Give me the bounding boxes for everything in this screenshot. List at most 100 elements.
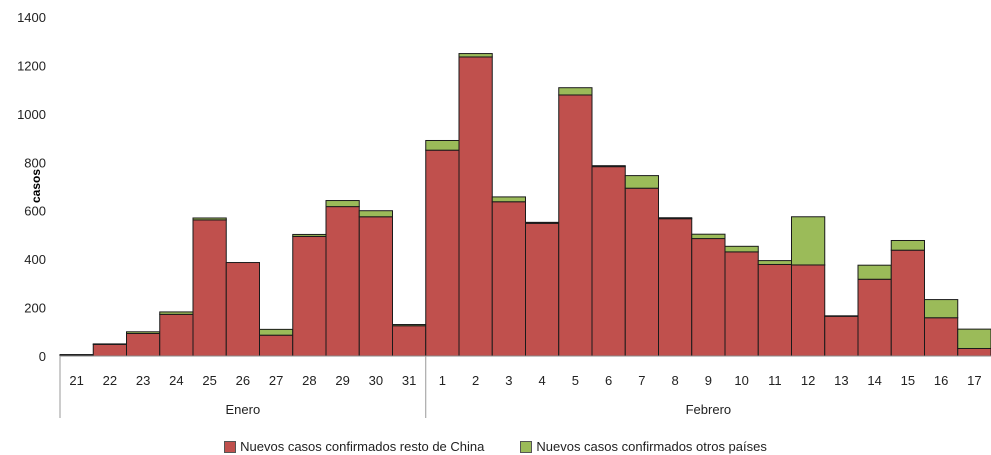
bar-otros-paises xyxy=(126,331,161,334)
x-tick-label: 23 xyxy=(136,373,150,388)
x-tick-label: 11 xyxy=(768,373,782,388)
bar-resto-china xyxy=(624,187,659,357)
bar-resto-china xyxy=(558,94,593,357)
bar-otros-paises xyxy=(525,221,560,224)
bar-otros-paises xyxy=(591,165,626,168)
bar-resto-china xyxy=(325,206,360,357)
x-tick-label: 9 xyxy=(705,373,712,388)
x-axis: 21 22 23 24 25 26 27 28 29 30 31 1 2 3 4 5 6 7 8 9 10 11 12 13 1… xyxy=(59,355,991,418)
bar-resto-china xyxy=(691,238,726,357)
x-tick-label: 8 xyxy=(672,373,679,388)
x-tick-label: 31 xyxy=(402,373,416,388)
x-tick-label: 15 xyxy=(901,373,915,388)
legend: Nuevos casos confirmados resto de China … xyxy=(0,439,991,454)
x-tick-label: 2 xyxy=(472,373,479,388)
y-tick-label: 1400 xyxy=(17,10,46,25)
bar-otros-paises xyxy=(757,260,792,265)
bar-resto-china xyxy=(92,343,127,357)
x-tick-label: 30 xyxy=(369,373,383,388)
x-tick-label: 26 xyxy=(236,373,250,388)
x-tick-label: 4 xyxy=(539,373,546,388)
y-axis-ticks: 0 200 400 600 800 1000 1200 1400 xyxy=(17,10,46,364)
x-tick-label: 16 xyxy=(934,373,948,388)
bar-resto-china xyxy=(824,315,859,357)
x-tick-label: 21 xyxy=(69,373,83,388)
bar-otros-paises xyxy=(358,210,393,218)
month-group-label: Febrero xyxy=(686,402,732,417)
bar-otros-paises xyxy=(957,328,991,349)
x-tick-label: 1 xyxy=(439,373,446,388)
x-tick-label: 10 xyxy=(734,373,748,388)
x-tick-label: 25 xyxy=(202,373,216,388)
legend-label-resto-china: Nuevos casos confirmados resto de China xyxy=(240,439,485,454)
bar-resto-china xyxy=(525,222,560,357)
bar-otros-paises xyxy=(491,196,526,203)
x-tick-label: 29 xyxy=(335,373,349,388)
legend-item-otros-paises: Nuevos casos confirmados otros países xyxy=(520,439,767,454)
y-tick-label: 400 xyxy=(24,252,46,267)
bar-otros-paises xyxy=(192,217,227,221)
bar-otros-paises xyxy=(724,245,759,253)
bar-resto-china xyxy=(791,264,826,357)
bar-otros-paises xyxy=(259,328,294,336)
y-tick-label: 800 xyxy=(24,155,46,170)
x-tick-label: 27 xyxy=(269,373,283,388)
bar-resto-china xyxy=(259,334,294,357)
bar-resto-china xyxy=(924,317,959,357)
bar-otros-paises xyxy=(458,53,493,58)
bar-resto-china xyxy=(658,218,693,357)
bar-otros-paises xyxy=(924,299,959,319)
x-tick-label: 5 xyxy=(572,373,579,388)
month-group-label: Enero xyxy=(226,402,261,417)
legend-swatch-resto-china xyxy=(224,440,237,453)
x-tick-label: 6 xyxy=(605,373,612,388)
bar-otros-paises xyxy=(392,324,427,327)
bar-resto-china xyxy=(890,249,925,357)
x-tick-label: 22 xyxy=(103,373,117,388)
x-tick-label: 14 xyxy=(867,373,881,388)
bar-otros-paises xyxy=(325,200,360,208)
bar-otros-paises xyxy=(292,233,327,237)
bar-resto-china xyxy=(225,262,260,357)
y-tick-label: 600 xyxy=(24,204,46,219)
bar-otros-paises xyxy=(890,239,925,251)
y-tick-label: 0 xyxy=(39,349,46,364)
bar-otros-paises xyxy=(857,264,892,280)
y-tick-label: 200 xyxy=(24,301,46,316)
x-tick-label: 7 xyxy=(638,373,645,388)
x-tick-label: 3 xyxy=(505,373,512,388)
bar-otros-paises xyxy=(691,233,726,240)
x-tick-label: 17 xyxy=(967,373,981,388)
bar-resto-china xyxy=(458,56,493,357)
x-tick-label: 12 xyxy=(801,373,815,388)
bar-resto-china xyxy=(957,347,991,357)
bars xyxy=(59,53,991,357)
x-tick-label: 13 xyxy=(834,373,848,388)
bar-otros-paises xyxy=(624,175,659,189)
bar-resto-china xyxy=(126,332,161,357)
bar-otros-paises xyxy=(658,217,693,220)
bar-resto-china xyxy=(192,219,227,357)
bar-resto-china xyxy=(425,149,460,357)
bar-otros-paises xyxy=(425,139,460,151)
legend-item-resto-china: Nuevos casos confirmados resto de China xyxy=(224,439,484,454)
bar-resto-china xyxy=(757,263,792,357)
bar-resto-china xyxy=(159,313,194,357)
bar-otros-paises xyxy=(558,87,593,96)
y-tick-label: 1000 xyxy=(17,107,46,122)
bar-resto-china xyxy=(358,216,393,357)
legend-label-otros-paises: Nuevos casos confirmados otros países xyxy=(536,439,767,454)
bar-resto-china xyxy=(292,235,327,357)
bar-resto-china xyxy=(724,251,759,357)
bar-resto-china xyxy=(591,166,626,357)
bar-resto-china xyxy=(857,278,892,357)
bar-resto-china xyxy=(491,201,526,357)
y-axis-label: casos xyxy=(29,169,43,203)
bar-otros-paises xyxy=(159,311,194,315)
legend-swatch-otros-paises xyxy=(520,440,533,453)
x-tick-label: 28 xyxy=(302,373,316,388)
y-tick-label: 1200 xyxy=(17,58,46,73)
x-tick-label: 24 xyxy=(169,373,183,388)
bar-resto-china xyxy=(392,325,427,357)
